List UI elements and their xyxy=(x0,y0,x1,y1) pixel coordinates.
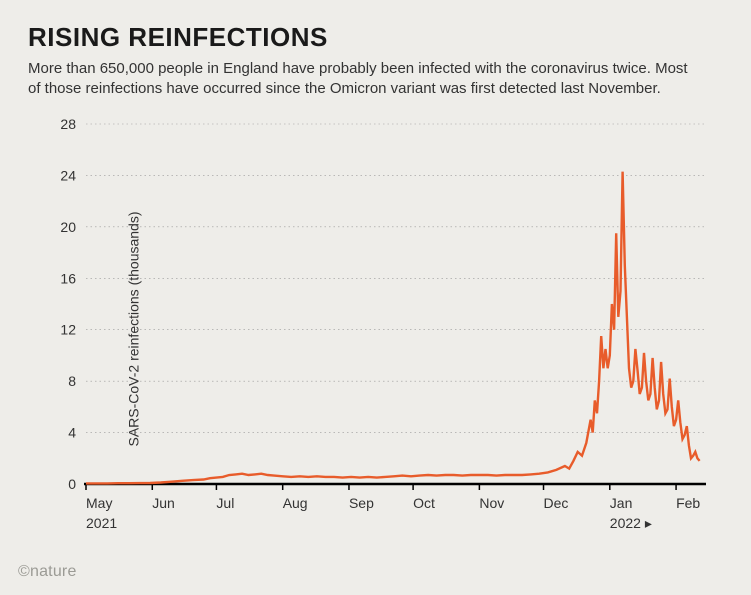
svg-text:2022 ▸: 2022 ▸ xyxy=(610,515,652,531)
svg-text:2021: 2021 xyxy=(86,515,117,531)
svg-text:Nov: Nov xyxy=(479,495,504,511)
svg-text:20: 20 xyxy=(60,218,76,234)
svg-text:Dec: Dec xyxy=(544,495,569,511)
svg-text:May: May xyxy=(86,495,112,511)
svg-text:28: 28 xyxy=(60,116,76,132)
svg-text:24: 24 xyxy=(60,167,76,183)
svg-text:Jun: Jun xyxy=(152,495,175,511)
svg-text:Jul: Jul xyxy=(216,495,234,511)
y-axis-label: SARS-CoV-2 reinfections (thousands) xyxy=(126,211,142,446)
chart-container: SARS-CoV-2 reinfections (thousands) 0 4 8 1… xyxy=(28,114,723,544)
svg-text:Feb: Feb xyxy=(676,495,700,511)
svg-text:Sep: Sep xyxy=(349,495,374,511)
chart-subtitle: More than 650,000 people in England have… xyxy=(28,59,688,100)
svg-text:4: 4 xyxy=(68,424,76,440)
svg-text:Aug: Aug xyxy=(283,495,308,511)
svg-text:16: 16 xyxy=(60,270,76,286)
svg-text:Oct: Oct xyxy=(413,495,435,511)
svg-text:Jan: Jan xyxy=(610,495,633,511)
svg-text:0: 0 xyxy=(68,476,76,492)
svg-text:8: 8 xyxy=(68,373,76,389)
chart-title: RISING REINFECTIONS xyxy=(28,22,723,53)
credit-text: ©nature xyxy=(18,563,77,581)
svg-text:12: 12 xyxy=(60,321,76,337)
